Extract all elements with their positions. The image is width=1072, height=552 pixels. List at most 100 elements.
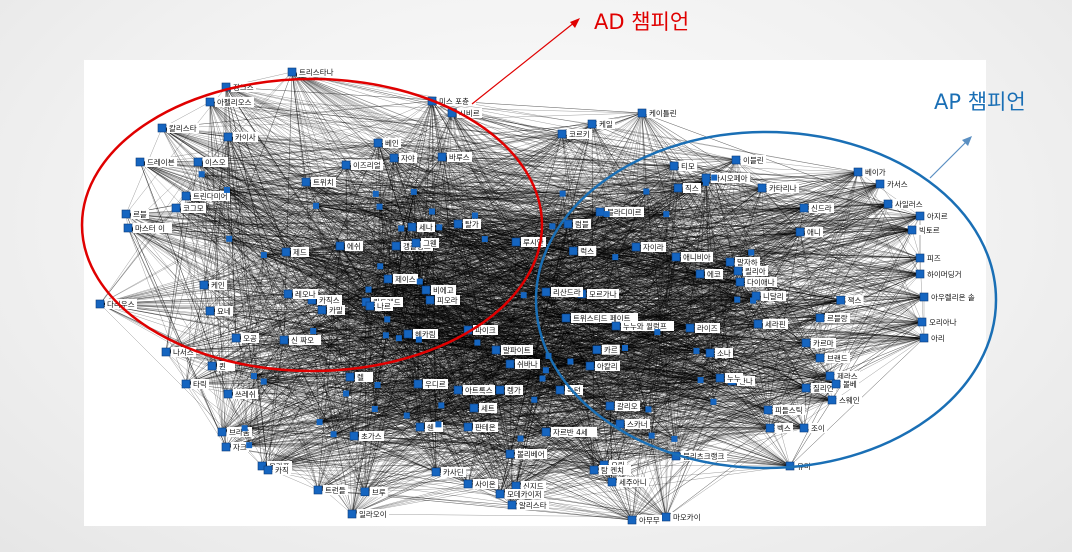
node-label: 쓰레쉬 bbox=[235, 390, 256, 399]
champion-node: 모르가나 bbox=[577, 289, 619, 299]
node-marker bbox=[283, 289, 293, 299]
network-edge bbox=[673, 165, 881, 185]
network-edge bbox=[125, 127, 163, 215]
champion-node: 애니 bbox=[795, 227, 823, 237]
node-marker bbox=[263, 465, 273, 475]
node-marker bbox=[799, 203, 809, 213]
champion-node: 모데카이저 bbox=[495, 489, 544, 499]
network-edge bbox=[714, 177, 739, 272]
network-edge bbox=[185, 383, 227, 448]
network-edge bbox=[139, 112, 453, 163]
champion-node: 아무무 bbox=[627, 515, 662, 525]
node-label: 케일 bbox=[599, 120, 613, 129]
champion-node: 쓰레쉬 bbox=[223, 389, 258, 399]
node-marker bbox=[407, 222, 417, 232]
champion-node: 아우렐리온 솔 bbox=[919, 292, 982, 302]
network-edge bbox=[161, 112, 643, 129]
filler-node-marker bbox=[539, 375, 546, 382]
node-marker bbox=[637, 108, 647, 118]
node-marker bbox=[279, 335, 289, 345]
network-edge bbox=[413, 191, 913, 231]
node-marker bbox=[221, 442, 231, 452]
node-label: 일라오이 bbox=[359, 509, 387, 519]
network-edge bbox=[99, 303, 263, 467]
network-edge bbox=[291, 71, 563, 135]
node-marker bbox=[915, 269, 925, 279]
node-label: 렐 bbox=[357, 373, 364, 382]
node-label: 알리스타 bbox=[519, 501, 547, 510]
champion-node: 쉬바나 bbox=[505, 359, 540, 369]
node-marker bbox=[411, 238, 421, 248]
node-marker bbox=[181, 379, 191, 389]
node-marker bbox=[281, 247, 291, 257]
champion-node: 이스오 bbox=[193, 157, 228, 167]
champion-node: 스카너 bbox=[615, 419, 650, 429]
node-label: 피들스틱 bbox=[775, 405, 803, 415]
node-marker bbox=[705, 348, 715, 358]
node-label: 블라디미르 bbox=[607, 208, 642, 217]
node-marker bbox=[673, 183, 683, 193]
filler-node-marker bbox=[750, 297, 757, 304]
network-edge bbox=[235, 251, 287, 339]
node-marker bbox=[437, 152, 447, 162]
node-label: 피즈 bbox=[927, 254, 941, 263]
champion-node: 피들스틱 bbox=[763, 405, 805, 415]
node-marker bbox=[463, 422, 473, 432]
node-label: 쉬바나 bbox=[517, 359, 538, 369]
champion-node: 마오카이 bbox=[661, 512, 703, 522]
node-marker bbox=[469, 403, 479, 413]
node-label: 마스터 이 bbox=[135, 223, 165, 233]
network-edge bbox=[737, 270, 925, 298]
node-label: 카밀 bbox=[329, 306, 343, 315]
node-label: 트린다미어 bbox=[193, 191, 228, 201]
node-marker bbox=[799, 423, 809, 433]
champion-node: 르블 bbox=[121, 209, 149, 219]
network-edge bbox=[705, 182, 763, 189]
node-label: 아리 bbox=[931, 333, 945, 343]
network-edge bbox=[125, 213, 285, 341]
champion-node: 말파이트 bbox=[491, 345, 533, 355]
node-label: 제드 bbox=[293, 248, 307, 257]
network-edge bbox=[705, 177, 921, 259]
node-label: 애니비아 bbox=[683, 252, 711, 262]
champion-node: 탐 켄치 bbox=[589, 465, 631, 475]
node-marker bbox=[907, 225, 917, 235]
node-marker bbox=[831, 379, 841, 389]
network-edge bbox=[99, 266, 381, 305]
node-label: 말자하 bbox=[737, 257, 758, 267]
node-marker bbox=[585, 361, 595, 371]
network-edge bbox=[635, 183, 881, 248]
node-marker bbox=[836, 295, 845, 305]
node-label: 카사딘 bbox=[443, 467, 464, 477]
node-marker bbox=[561, 313, 571, 323]
network-edge bbox=[729, 187, 763, 263]
champion-node: 바루스 bbox=[437, 152, 472, 162]
node-label: 초가스 bbox=[361, 432, 382, 441]
filler-node-marker bbox=[260, 378, 267, 385]
champion-node: 사일러스 bbox=[883, 199, 925, 209]
node-marker bbox=[592, 345, 602, 354]
network-edge bbox=[674, 296, 925, 440]
node-label: 이스오 bbox=[205, 157, 226, 167]
champion-node: 트린다미어 bbox=[181, 191, 230, 201]
champion-node: 비에고 bbox=[421, 285, 456, 295]
network-edge bbox=[591, 123, 769, 411]
network-edge bbox=[211, 181, 307, 367]
node-label: 레오나 bbox=[295, 290, 316, 299]
node-label: 세나 bbox=[419, 223, 433, 232]
node-label: 니달리 bbox=[763, 292, 784, 301]
champion-node: 아트록스 bbox=[453, 385, 495, 395]
network-edge bbox=[125, 187, 763, 215]
node-marker bbox=[765, 423, 775, 433]
network-edge bbox=[227, 136, 313, 301]
champion-node: 볼베 bbox=[831, 379, 859, 389]
champion-node: 트위치 bbox=[301, 177, 336, 187]
champion-node: 에쉬 bbox=[335, 241, 363, 251]
champion-node: 오공 bbox=[231, 333, 259, 343]
champion-node: 럭스 bbox=[568, 245, 597, 256]
node-label: 에쉬 bbox=[347, 242, 361, 251]
champion-node: 블라디미르 bbox=[595, 207, 644, 217]
node-label: 베이가 bbox=[865, 167, 886, 177]
node-label: 트리스타나 bbox=[299, 68, 334, 77]
node-label: 티모 bbox=[681, 162, 695, 171]
